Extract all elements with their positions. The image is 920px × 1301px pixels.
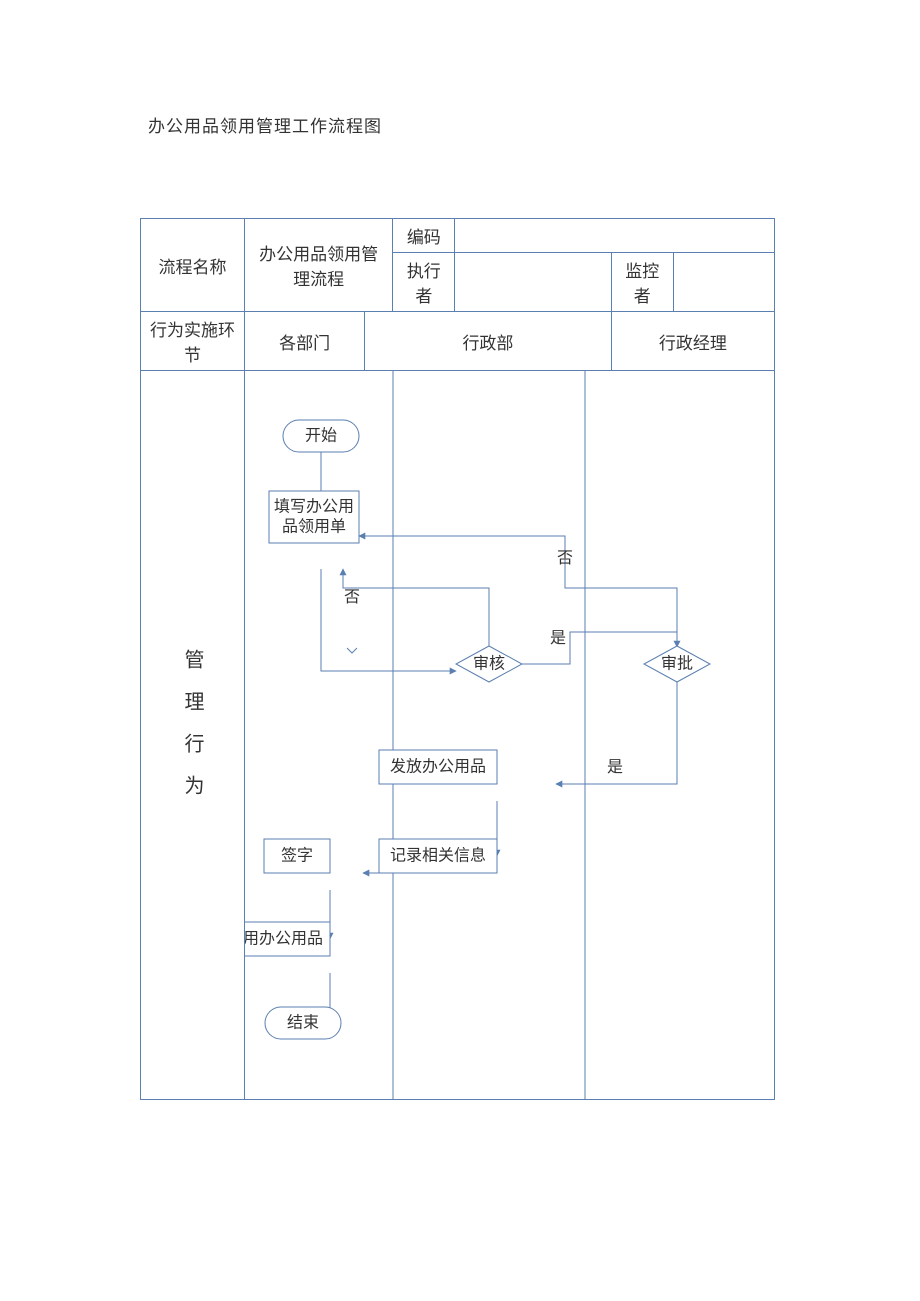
flowchart-svg: 是 否是 否 开始填写办公用品领用单审核 审批发放办公用品记录相关信息 签字领用办公用品结…	[245, 371, 774, 1099]
page-title: 办公用品领用管理工作流程图	[148, 112, 382, 137]
code-label: 编码	[393, 219, 455, 253]
node-record: 记录相关信息	[379, 839, 497, 873]
monitor-label: 监控者	[611, 253, 673, 312]
process-name-label: 流程名称	[141, 219, 245, 312]
svg-text:开始: 开始	[305, 427, 337, 445]
svg-text:是: 是	[607, 759, 623, 776]
svg-text:否: 否	[557, 550, 573, 567]
node-receive: 领用办公用品	[245, 922, 330, 956]
svg-text:品领用单: 品领用单	[282, 518, 346, 536]
monitor-value	[673, 253, 774, 312]
lane1-header: 各部门	[245, 312, 365, 371]
svg-text:领用办公用品: 领用办公用品	[245, 930, 323, 948]
executor-value	[455, 253, 611, 312]
node-approve: 审批	[644, 646, 710, 682]
svg-text:发放办公用品: 发放办公用品	[390, 758, 486, 776]
lane3-header: 行政经理	[611, 312, 774, 371]
node-review: 审核	[456, 646, 522, 682]
svg-text:审核: 审核	[473, 655, 505, 673]
phase-label: 行为实施环节	[141, 312, 245, 371]
svg-text:审批: 审批	[661, 655, 693, 673]
svg-text:否: 否	[344, 589, 360, 606]
node-sign: 签字	[264, 839, 330, 873]
svg-text:签字: 签字	[281, 847, 313, 865]
swimlane-title: 管理行为	[178, 649, 207, 817]
svg-text:是: 是	[550, 630, 566, 647]
node-start: 开始	[283, 420, 359, 452]
swimlane-title-cell: 管理行为	[141, 371, 245, 1100]
node-fill: 填写办公用品领用单	[269, 491, 359, 543]
code-value	[455, 219, 775, 253]
lane2-header: 行政部	[365, 312, 611, 371]
flowchart-canvas-cell: 是 否是 否 开始填写办公用品领用单审核 审批发放办公用品记录相关信息 签字领用办公用品结…	[245, 371, 775, 1100]
executor-label: 执行者	[393, 253, 455, 312]
svg-text:结束: 结束	[287, 1014, 319, 1032]
node-issue: 发放办公用品	[379, 750, 497, 784]
svg-text:填写办公用: 填写办公用	[274, 498, 354, 516]
node-end: 结束	[265, 1007, 341, 1039]
flowchart-table: 流程名称 办公用品领用管理流程 编码 执行者 监控者 行为实施环节 各部门 行政…	[140, 218, 775, 1100]
svg-text:记录相关信息: 记录相关信息	[390, 847, 486, 865]
process-name-value: 办公用品领用管理流程	[245, 219, 393, 312]
